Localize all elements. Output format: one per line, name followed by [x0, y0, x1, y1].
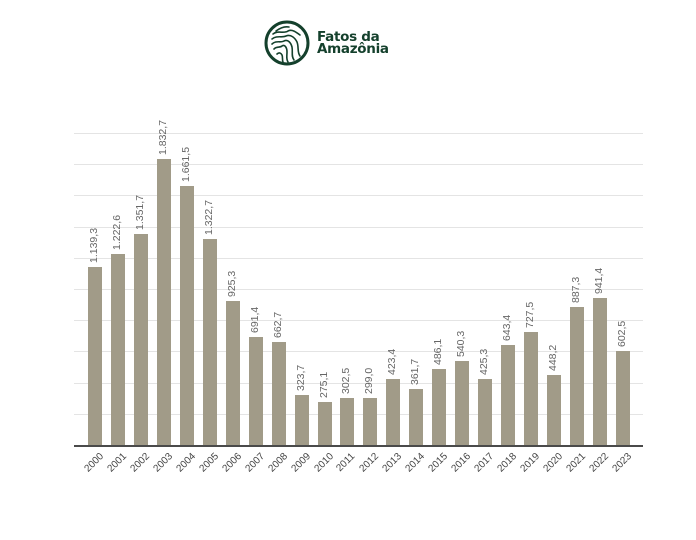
value-label-2019: 727,5 — [524, 301, 536, 328]
x-tick-label-2021: 2021 — [564, 451, 589, 475]
bar-2021 — [570, 306, 584, 445]
value-label-2023: 602,5 — [615, 320, 628, 347]
x-tick-label-2002: 2002 — [128, 451, 152, 475]
brand-name-line2: Amazônia — [317, 41, 389, 57]
brand-logo: Fatos da Amazônia — [264, 19, 389, 67]
value-label-2011: 302,5 — [340, 367, 353, 394]
x-tick-label-2019: 2019 — [518, 451, 543, 475]
bar-2018 — [501, 344, 516, 445]
x-tick-label-2014: 2014 — [403, 451, 428, 475]
bar-2023 — [615, 351, 630, 445]
x-tick-label-2011: 2011 — [334, 451, 358, 474]
x-tick-label-2016: 2016 — [449, 451, 474, 475]
brand-name-line1: Fatos da — [317, 29, 380, 45]
bar-2001 — [111, 254, 125, 445]
bar-2015 — [432, 369, 447, 445]
x-tick-label-2012: 2012 — [357, 451, 382, 475]
x-tick-label-2005: 2005 — [197, 451, 221, 475]
bar-2007 — [248, 337, 263, 445]
x-tick-label-2015: 2015 — [426, 451, 451, 475]
value-label-2014: 361,7 — [409, 358, 422, 385]
value-label-2018: 643,4 — [501, 314, 514, 341]
value-label-2015: 486,1 — [432, 338, 445, 366]
bar-2000 — [88, 267, 102, 445]
x-axis-line — [74, 445, 643, 447]
gridline — [74, 227, 643, 228]
x-tick-label-2007: 2007 — [243, 451, 267, 475]
value-label-2012: 299,0 — [363, 368, 376, 395]
x-tick-label-2000: 2000 — [82, 451, 107, 475]
bar-2005 — [202, 238, 217, 445]
value-label-2000: 1.139,3 — [88, 228, 100, 264]
x-tick-label-2001: 2001 — [105, 451, 130, 475]
value-label-2008: 662,7 — [271, 311, 284, 338]
value-label-2004: 1.661,5 — [179, 146, 192, 182]
value-label-2016: 540,3 — [455, 330, 468, 357]
x-tick-label-2013: 2013 — [380, 451, 405, 475]
x-tick-label-2020: 2020 — [541, 451, 566, 475]
value-label-2013: 423,4 — [386, 348, 399, 375]
x-tick-label-2018: 2018 — [495, 451, 520, 475]
gridline — [74, 133, 643, 134]
x-tick-label-2010: 2010 — [312, 451, 336, 475]
x-tick-label-2009: 2009 — [289, 451, 313, 475]
gridline — [74, 195, 643, 196]
bar-2016 — [455, 360, 470, 445]
gridline — [74, 258, 643, 259]
value-label-2010: 275,1 — [317, 371, 330, 399]
bar-2009 — [294, 394, 309, 445]
value-label-2007: 691,4 — [248, 306, 261, 334]
gridline — [74, 164, 643, 165]
bar-2022 — [592, 298, 607, 445]
value-label-2002: 1.351,7 — [133, 195, 146, 231]
value-label-2006: 925,3 — [225, 270, 238, 297]
x-tick-label-2004: 2004 — [174, 451, 198, 475]
gridline — [74, 289, 643, 290]
value-label-2022: 941,4 — [592, 267, 605, 295]
value-label-2021: 887,3 — [570, 276, 582, 303]
x-tick-label-2022: 2022 — [587, 451, 611, 475]
gridline — [74, 414, 643, 415]
bar-2012 — [363, 398, 378, 445]
x-tick-label-2017: 2017 — [472, 451, 497, 475]
gridline — [74, 320, 643, 321]
value-label-2003: 1.832,7 — [156, 120, 169, 156]
bar-2006 — [225, 300, 240, 445]
value-label-2020: 448,2 — [547, 344, 559, 372]
value-label-2001: 1.222,6 — [111, 215, 123, 251]
x-tick-label-2023: 2023 — [610, 451, 634, 475]
bar-2014 — [409, 388, 424, 445]
fatos-da-amazonia-logo-icon — [264, 20, 310, 66]
x-tick-label-2008: 2008 — [266, 451, 290, 475]
x-tick-label-2003: 2003 — [151, 451, 175, 475]
brand-name: Fatos da Amazônia — [317, 29, 389, 57]
value-label-2005: 1.322,7 — [202, 199, 215, 235]
bar-2008 — [271, 341, 286, 445]
gridline — [74, 351, 643, 352]
bar-2002 — [133, 234, 148, 445]
bar-2004 — [179, 185, 194, 445]
bar-2019 — [524, 331, 538, 445]
bar-2017 — [478, 378, 493, 445]
bar-2011 — [340, 397, 355, 445]
bar-2003 — [156, 159, 171, 445]
x-tick-label-2006: 2006 — [220, 451, 244, 475]
bar-2020 — [547, 375, 561, 445]
bar-2010 — [317, 402, 332, 445]
value-label-2017: 425,3 — [478, 348, 491, 375]
gridline — [74, 383, 643, 384]
value-label-2009: 323,7 — [294, 364, 307, 391]
bar-2013 — [386, 378, 401, 445]
